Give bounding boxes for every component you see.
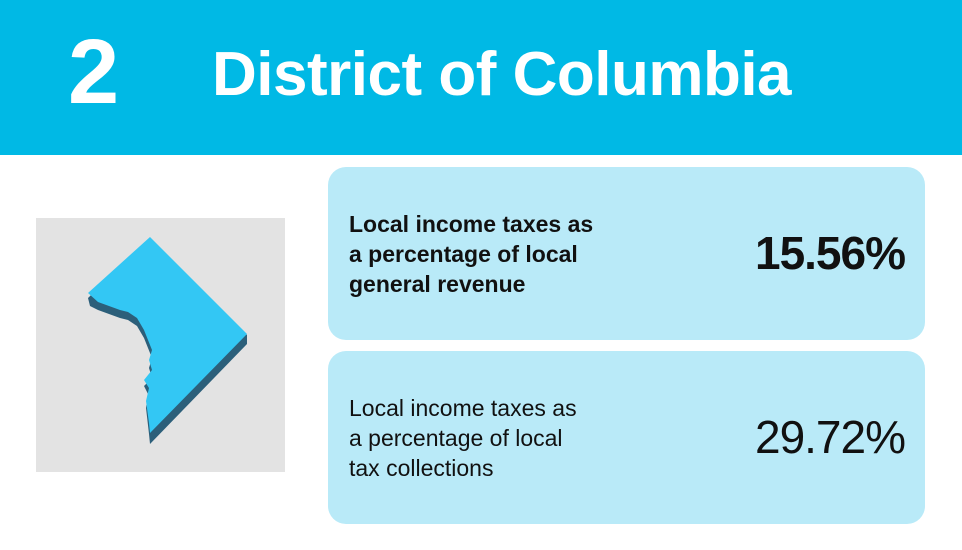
stat-label: Local income taxes as a percentage of lo…	[349, 393, 577, 483]
stat-value: 29.72%	[754, 411, 906, 463]
stat-card: Local income taxes as a percentage of lo…	[328, 167, 925, 340]
label-line: a percentage of local	[349, 241, 578, 267]
header: 2 District of Columbia	[0, 0, 962, 155]
label-line: a percentage of local	[349, 425, 563, 451]
stat-label: Local income taxes as a percentage of lo…	[349, 209, 593, 299]
label-line: general revenue	[349, 271, 526, 297]
map-shape	[88, 237, 247, 433]
title: District of Columbia	[212, 40, 792, 109]
map	[88, 237, 247, 444]
stat-value: 15.56%	[754, 227, 906, 279]
label-line: Local income taxes as	[349, 395, 577, 421]
stat-card: Local income taxes as a percentage of lo…	[328, 351, 925, 524]
rank: 2	[68, 21, 120, 123]
map-panel	[36, 218, 285, 472]
label-line: Local income taxes as	[349, 211, 594, 237]
label-line: tax collections	[349, 455, 494, 481]
